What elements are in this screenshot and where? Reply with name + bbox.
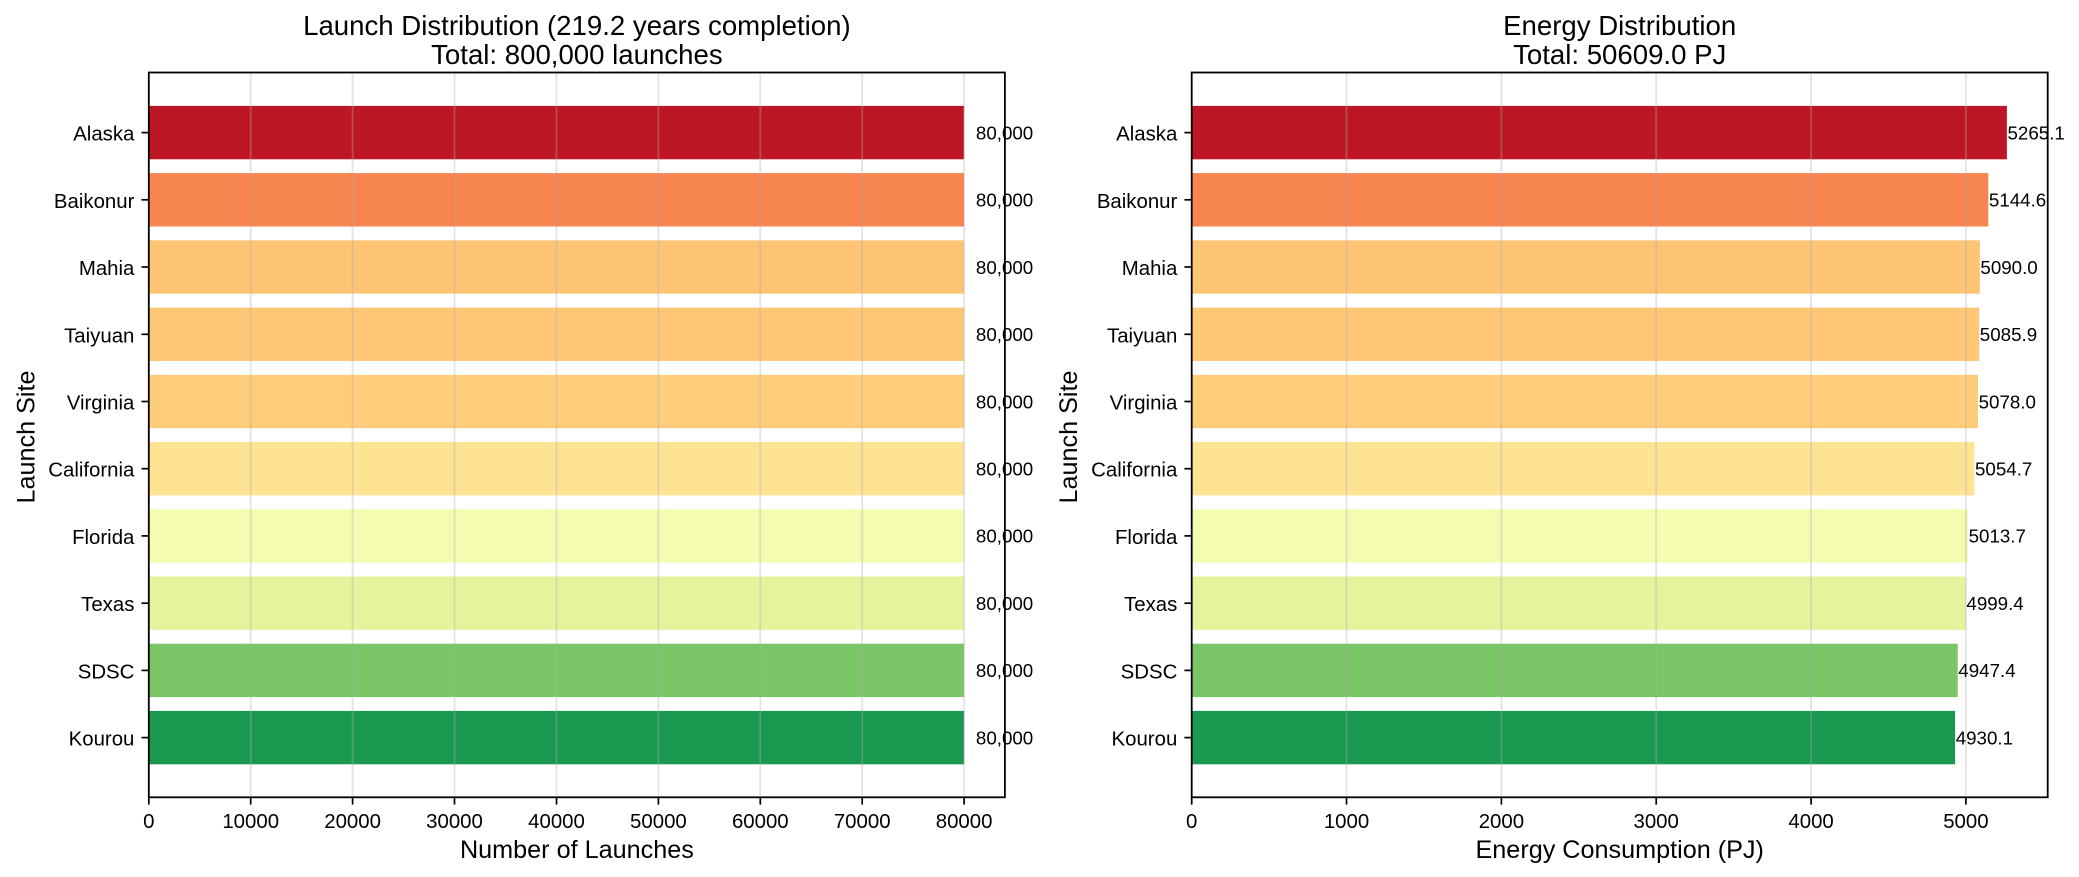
svg-text:4999.4: 4999.4 (1966, 593, 2023, 614)
svg-text:80,000: 80,000 (976, 459, 1033, 480)
svg-text:California: California (1091, 460, 1178, 482)
svg-text:Florida: Florida (72, 527, 135, 549)
svg-text:Total: 800,000 launches: Total: 800,000 launches (431, 39, 723, 70)
svg-text:10000: 10000 (222, 811, 279, 833)
svg-text:80,000: 80,000 (976, 526, 1033, 547)
svg-text:40000: 40000 (528, 811, 585, 833)
svg-text:80,000: 80,000 (976, 257, 1033, 278)
svg-text:50000: 50000 (630, 811, 687, 833)
svg-text:80,000: 80,000 (976, 190, 1033, 211)
svg-text:Energy Consumption (PJ): Energy Consumption (PJ) (1476, 836, 1764, 864)
svg-text:Energy Distribution: Energy Distribution (1503, 10, 1736, 41)
svg-text:Total: 50609.0 PJ: Total: 50609.0 PJ (1513, 39, 1726, 70)
svg-text:4930.1: 4930.1 (1956, 727, 2013, 748)
svg-text:80,000: 80,000 (976, 660, 1033, 681)
svg-text:1000: 1000 (1324, 811, 1369, 833)
svg-text:Mahia: Mahia (1122, 258, 1178, 280)
svg-text:5265.1: 5265.1 (2008, 122, 2065, 143)
svg-text:80,000: 80,000 (976, 122, 1033, 143)
svg-text:Alaska: Alaska (1116, 124, 1178, 146)
svg-text:5054.7: 5054.7 (1975, 459, 2032, 480)
svg-text:Alaska: Alaska (73, 124, 135, 146)
svg-text:5090.0: 5090.0 (1980, 257, 2037, 278)
svg-text:4947.4: 4947.4 (1958, 660, 2015, 681)
svg-text:70000: 70000 (834, 811, 891, 833)
svg-text:Launch Site: Launch Site (12, 370, 40, 503)
svg-text:2000: 2000 (1479, 811, 1524, 833)
svg-text:Florida: Florida (1115, 527, 1178, 549)
svg-text:60000: 60000 (732, 811, 789, 833)
svg-text:80,000: 80,000 (976, 593, 1033, 614)
svg-text:0: 0 (1186, 811, 1197, 833)
svg-text:Number of Launches: Number of Launches (460, 836, 694, 864)
svg-text:Mahia: Mahia (79, 258, 135, 280)
svg-text:Virginia: Virginia (1110, 393, 1178, 415)
svg-text:4000: 4000 (1788, 811, 1833, 833)
svg-text:30000: 30000 (426, 811, 483, 833)
svg-text:Taiyuan: Taiyuan (1107, 325, 1177, 347)
svg-text:80000: 80000 (936, 811, 993, 833)
svg-text:20000: 20000 (324, 811, 381, 833)
svg-text:5144.6: 5144.6 (1989, 190, 2046, 211)
svg-text:5000: 5000 (1943, 811, 1988, 833)
svg-text:80,000: 80,000 (976, 727, 1033, 748)
svg-text:Baikonur: Baikonur (54, 191, 135, 213)
svg-text:SDSC: SDSC (78, 661, 135, 683)
svg-text:5085.9: 5085.9 (1980, 324, 2037, 345)
svg-text:Texas: Texas (1124, 594, 1177, 616)
svg-text:Kourou: Kourou (69, 729, 135, 751)
svg-text:Launch Site: Launch Site (1055, 370, 1083, 503)
svg-text:Virginia: Virginia (67, 393, 135, 415)
svg-text:Baikonur: Baikonur (1097, 191, 1178, 213)
svg-text:5013.7: 5013.7 (1969, 526, 2026, 547)
svg-text:3000: 3000 (1634, 811, 1679, 833)
svg-text:SDSC: SDSC (1121, 661, 1178, 683)
svg-text:Taiyuan: Taiyuan (64, 325, 134, 347)
svg-text:0: 0 (143, 811, 154, 833)
svg-text:80,000: 80,000 (976, 391, 1033, 412)
svg-text:Launch Distribution (219.2 yea: Launch Distribution (219.2 years complet… (303, 10, 851, 41)
svg-text:80,000: 80,000 (976, 324, 1033, 345)
svg-text:Texas: Texas (81, 594, 134, 616)
svg-text:California: California (48, 460, 135, 482)
svg-text:5078.0: 5078.0 (1979, 391, 2036, 412)
svg-text:Kourou: Kourou (1112, 729, 1178, 751)
